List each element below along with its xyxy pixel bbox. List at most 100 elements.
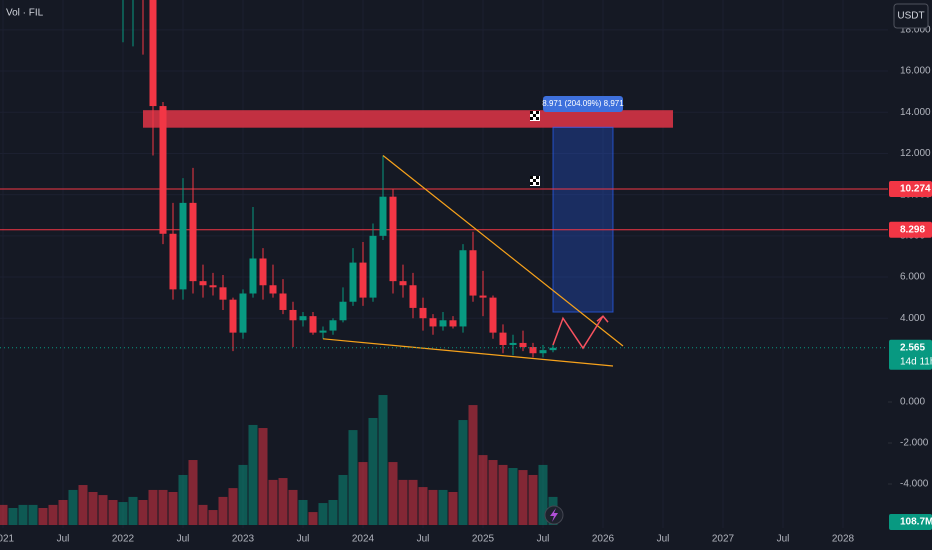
volume-bar — [0, 504, 8, 525]
candle-body — [239, 293, 247, 333]
volume-bar — [138, 499, 148, 525]
currency-label[interactable]: USDT — [897, 11, 924, 22]
volume-bar — [518, 470, 528, 525]
axes: 2021 Jul 2022 Jul 2023 Jul 2024 Jul 2025 Jul 2026 J… — [0, 25, 932, 545]
candle-body — [359, 262, 367, 298]
volume-bar — [218, 496, 228, 525]
measure-box — [552, 126, 614, 313]
volume-bar — [38, 507, 48, 525]
x-tick-label: 2027 — [712, 534, 735, 545]
volume-bar — [308, 512, 318, 525]
price-pane — [0, 0, 888, 367]
level-label: 10.274 — [900, 184, 931, 195]
candle-body — [449, 320, 457, 327]
volume-bar — [128, 496, 138, 525]
candle-body — [469, 250, 477, 296]
volume-bar — [18, 504, 28, 525]
volume-bar — [388, 462, 398, 525]
candle-body — [289, 309, 297, 321]
volume-bar — [438, 489, 448, 525]
volume-bar — [228, 488, 238, 525]
volume-bar — [88, 491, 98, 525]
grid — [0, 0, 888, 528]
volume-bar — [288, 489, 298, 525]
trend-line — [322, 338, 614, 367]
volume-bar — [118, 502, 128, 525]
candle-body — [539, 350, 547, 354]
resistance-zone — [143, 110, 673, 128]
measure-label-box — [543, 96, 623, 112]
alert-icon[interactable] — [544, 505, 564, 525]
x-tick-label: 2025 — [472, 534, 495, 545]
volume-bar — [158, 489, 168, 525]
x-tick-label: Jul — [297, 534, 310, 545]
volume-bar — [328, 499, 338, 525]
x-tick-label: Jul — [417, 534, 430, 545]
x-tick-label: 2028 — [832, 534, 855, 545]
candle-body — [499, 332, 507, 345]
volume-bar — [8, 507, 18, 525]
volume-bar — [168, 491, 178, 525]
currency-button[interactable] — [893, 3, 929, 29]
volume-bar — [408, 479, 418, 525]
volume-bar — [198, 504, 208, 525]
measure-label: 8.971 (204.09%) 8,971 — [542, 99, 624, 108]
candle-body — [479, 295, 487, 298]
volume-bar — [318, 503, 328, 525]
candle-body — [379, 196, 387, 236]
candle-body — [179, 202, 187, 290]
y-tick-label: 18.000 — [900, 25, 931, 36]
x-tick-label: Jul — [57, 534, 70, 545]
candle-body — [259, 258, 267, 286]
candle-body — [189, 202, 197, 282]
volume-bar — [458, 420, 468, 525]
volume-bar — [78, 485, 88, 525]
volume-bar — [208, 510, 218, 525]
projection-arrowhead — [596, 315, 609, 323]
candle-body — [419, 307, 427, 319]
volume-label-box — [889, 514, 932, 530]
candle-body — [339, 301, 347, 321]
candle-body — [309, 316, 317, 333]
y-tick-label: 6.000 — [900, 272, 925, 283]
volume-bar — [468, 405, 478, 525]
x-tick-label: Jul — [657, 534, 670, 545]
candle-body — [169, 233, 177, 290]
y2-tick-label: -2.000 — [900, 438, 929, 449]
x-tick-label: 2021 — [0, 534, 15, 545]
volume-bar — [258, 428, 268, 525]
volume-bar — [98, 495, 108, 525]
candle-body — [329, 320, 337, 331]
price-label-box — [889, 339, 932, 370]
volume-bar — [58, 499, 68, 525]
candle-body — [149, 0, 157, 107]
volume-bar — [368, 417, 378, 525]
volume-bar — [398, 479, 408, 525]
candle-body — [279, 293, 287, 310]
volume-bar — [178, 474, 188, 525]
candle-body — [409, 285, 417, 308]
candle-body — [509, 342, 517, 345]
x-tick-label: 2024 — [352, 534, 375, 545]
projection-path — [552, 315, 604, 350]
candle-body — [369, 235, 377, 298]
candle-body — [349, 262, 357, 302]
candle-body — [429, 318, 437, 327]
candle-body — [489, 297, 497, 333]
x-tick-label: Jul — [777, 534, 790, 545]
volume-bar — [528, 474, 538, 525]
candle-body — [269, 285, 277, 294]
volume-bar — [348, 430, 358, 525]
volume-bar — [268, 479, 278, 525]
volume-bar — [538, 464, 548, 525]
volume-bar — [278, 478, 288, 525]
candle-body — [529, 347, 537, 354]
level-label-box — [889, 221, 932, 238]
volume-bar — [478, 455, 488, 525]
y-tick-label: 4.000 — [900, 313, 925, 324]
candle-body — [389, 196, 397, 282]
volume-bar — [508, 468, 518, 525]
legend: Vol · FIL — [6, 8, 44, 19]
volume-bar — [68, 489, 78, 525]
